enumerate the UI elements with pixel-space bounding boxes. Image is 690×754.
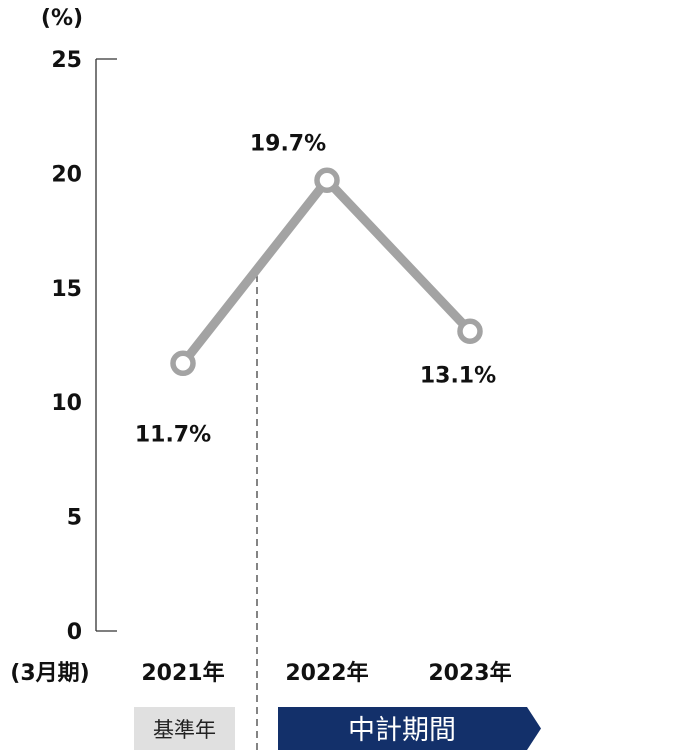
plan-period-label: 中計期間 [348,715,456,746]
y-unit-label: (%) [41,6,83,31]
y-tick-label: 20 [51,162,82,187]
data-label: 11.7% [135,422,211,447]
y-tick-label: 0 [67,620,82,645]
data-label: 13.1% [420,363,496,388]
y-tick-label: 10 [51,391,82,416]
series-line [178,175,475,368]
base-year-label: 基準年 [153,718,216,742]
data-points [170,167,483,377]
y-tick-labels: 0 5 10 15 20 25 [51,48,82,645]
x-period-label: (3月期) [10,661,89,686]
data-point [457,318,483,345]
y-tick-label: 25 [51,48,82,73]
base-year-badge: 基準年 [134,707,235,750]
plan-period-badge: 中計期間 [278,707,541,750]
y-tick-label: 5 [67,506,82,531]
data-labels: 11.7% 19.7% 13.1% [135,131,496,447]
data-point [170,350,196,377]
data-label: 19.7% [250,131,326,156]
x-tick-label: 2023年 [428,660,511,686]
x-tick-label: 2022年 [285,660,368,686]
x-tick-label: 2021年 [141,660,224,686]
x-tick-labels: 2021年 2022年 2023年 [141,660,511,686]
data-point [314,167,340,194]
y-axis [95,58,117,632]
y-tick-label: 15 [51,277,82,302]
